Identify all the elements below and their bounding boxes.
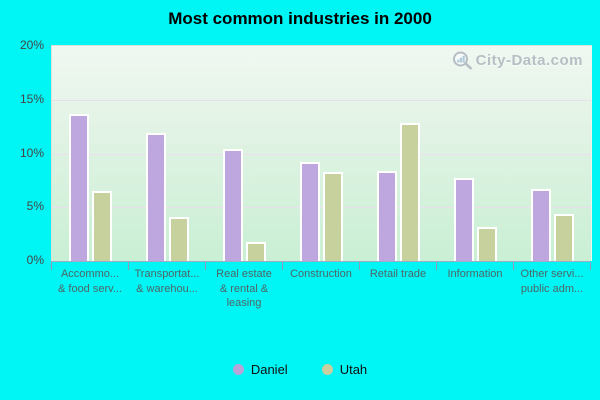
gridline-5% [52,207,591,208]
x-category-label-line: Other servi... [520,268,584,280]
bar-utah-4 [400,123,420,261]
x-category-label-line: Construction [290,268,352,280]
y-tick-label-10%: 10% [19,146,44,160]
bar-utah-2 [246,242,266,261]
bar-daniel-6 [531,189,551,261]
watermark: City-Data.com [452,51,583,70]
bar-daniel-2 [223,149,243,261]
x-category-label-5: Information [431,267,519,282]
legend-entry-utah: Utah [321,362,368,377]
x-tick-mark [51,262,52,270]
y-tick-label-15%: 15% [19,92,44,106]
plot-area: City-Data.com [51,45,592,261]
x-category-label-6: Other servi... public adm... [508,267,596,296]
legend-entry-daniel: Daniel [232,362,288,377]
x-tick-mark [205,262,206,270]
chart-title: Most common industries in 2000 [168,9,432,28]
gridline-10% [52,154,591,155]
bar-utah-0 [92,191,112,261]
x-tick-mark [282,262,283,270]
bar-utah-5 [477,227,497,261]
bar-daniel-0 [69,114,89,261]
y-tick-label-20%: 20% [19,38,44,52]
legend-label-daniel: Daniel [250,362,288,377]
x-tick-mark [513,262,514,270]
x-category-label-line: Transportat... [134,268,200,280]
watermark-text: City-Data.com [475,52,583,69]
x-tick-mark [128,262,129,270]
magnifier-chart-icon [452,51,473,70]
x-category-label-1: Transportat... & warehou... [123,267,211,296]
bar-utah-6 [554,214,574,261]
x-category-label-line: public adm... [520,282,584,295]
x-category-label-0: Accommo... & food serv... [46,267,134,296]
legend: Daniel Utah [0,362,600,377]
x-category-label-line: Accommo... [60,268,120,280]
x-category-label-line: Retail trade [369,268,427,280]
legend-label-utah: Utah [339,362,368,377]
x-category-label-2: Real estate & rental & leasing [200,267,288,311]
x-category-label-line: leasing [226,297,262,310]
x-category-label-4: Retail trade [354,267,442,282]
x-category-label-line: Real estate [216,268,272,280]
y-tick-label-0%: 0% [26,253,44,267]
x-category-label-line: & warehou... [136,282,198,295]
x-category-label-line: & food serv... [58,282,122,295]
x-tick-mark [359,262,360,270]
x-axis-line [51,261,591,271]
bar-utah-1 [169,217,189,261]
x-category-label-line: & rental & [219,282,269,295]
legend-dot-utah [321,364,333,375]
bar-daniel-4 [377,171,397,261]
bar-daniel-1 [146,133,166,261]
legend-dot-daniel [232,364,244,375]
y-tick-label-5%: 5% [26,199,44,213]
x-category-label-line: Information [447,268,503,280]
bar-utah-3 [323,172,343,261]
gridline-15% [52,100,591,101]
x-tick-mark [590,262,591,270]
x-tick-mark [436,262,437,270]
bar-daniel-5 [454,178,474,261]
bar-daniel-3 [300,162,320,261]
x-category-label-3: Construction [277,267,365,282]
